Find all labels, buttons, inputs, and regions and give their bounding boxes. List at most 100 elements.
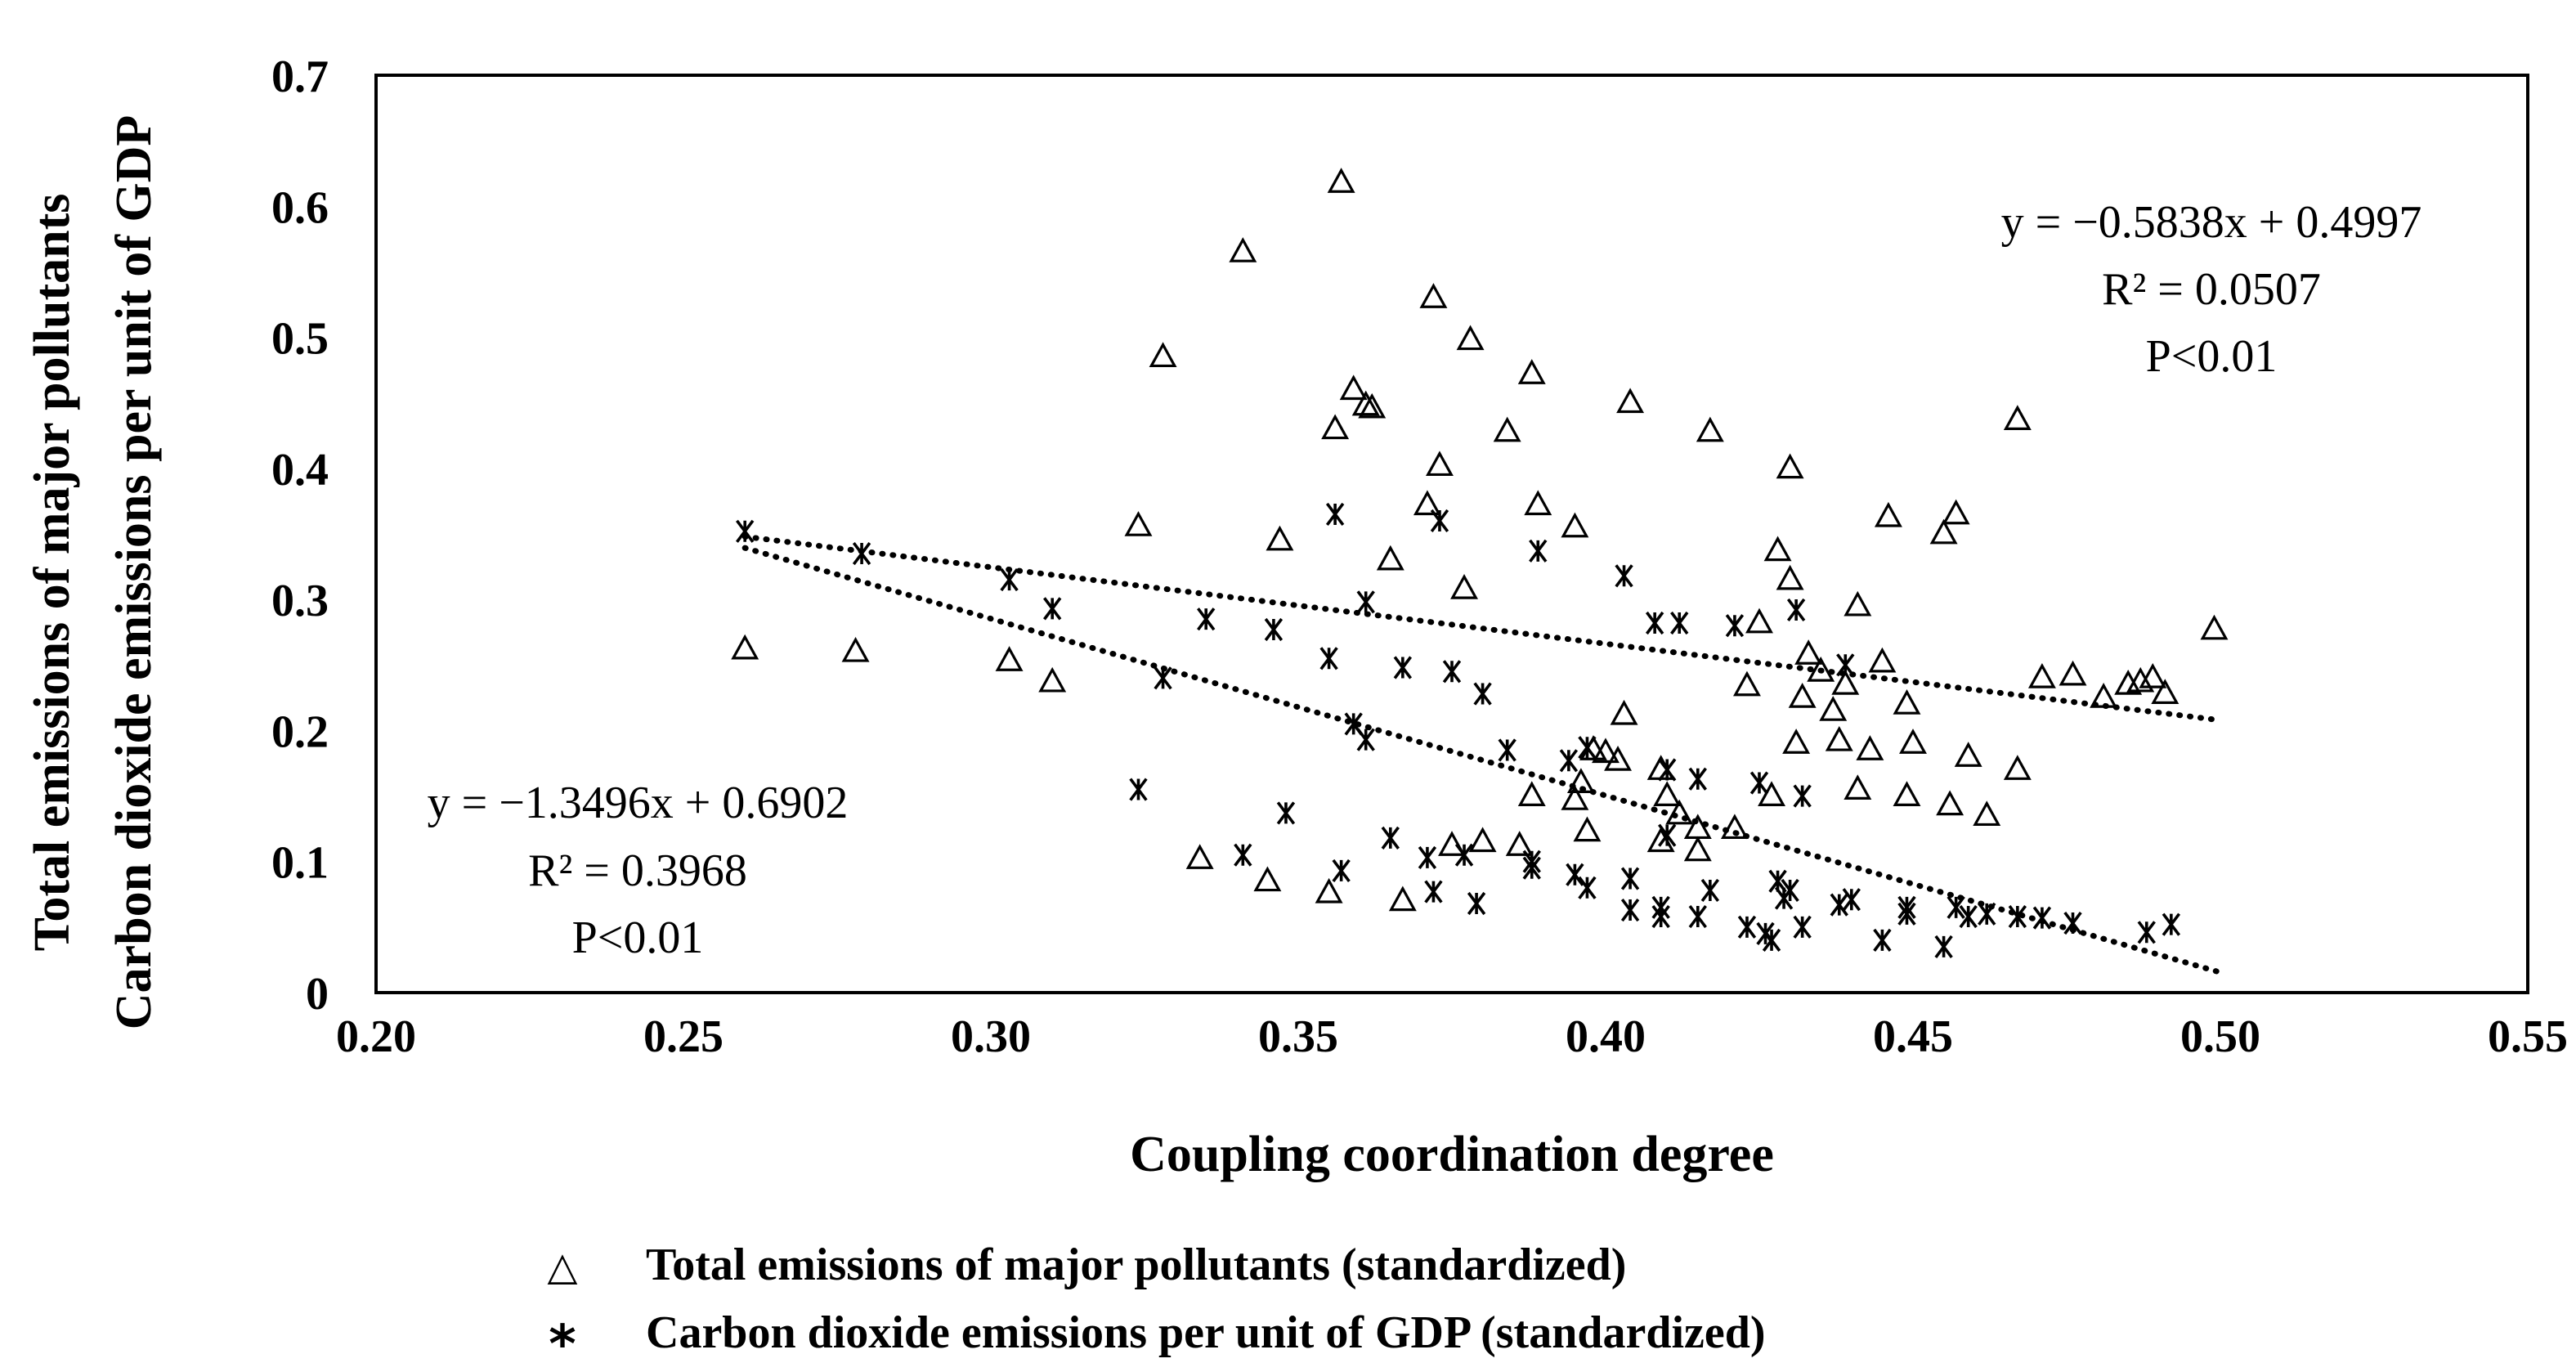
data-point-triangle [1868, 647, 1897, 673]
data-point-asterisk [1154, 666, 1172, 690]
data-point-asterisk [1578, 736, 1597, 760]
x-axis-ticks: 0.20 0.25 0.30 0.35 0.40 0.45 0.50 0.55 [336, 1011, 2568, 1062]
data-point-triangle [1376, 545, 1404, 571]
data-point-triangle [1782, 729, 1811, 754]
data-point-triangle [1185, 844, 1214, 869]
data-point-asterisk [1842, 888, 1861, 912]
data-point-triangle [1413, 490, 1441, 516]
data-point-triangle [1763, 536, 1792, 562]
data-point-asterisk [1000, 568, 1019, 592]
data-point-asterisk [1522, 850, 1541, 873]
data-point-asterisk [1129, 778, 1148, 801]
y-tick-label: 0.6 [271, 182, 329, 233]
y-axis-title-line-1: Total emissions of major pollutants [25, 194, 80, 952]
y-axis-ticks: 0 0.1 0.2 0.3 0.4 0.5 0.6 0.7 [271, 52, 329, 1020]
data-point-triangle [1450, 574, 1479, 599]
data-point-triangle [1524, 490, 1552, 516]
data-point-asterisk [1786, 598, 1806, 622]
data-point-asterisk [1793, 784, 1812, 808]
x-axis-title: Coupling coordination degree [1130, 1127, 1774, 1182]
data-point-asterisk [2162, 912, 2181, 936]
data-point-asterisk [1498, 738, 1516, 762]
data-point-asterisk [1737, 915, 1757, 939]
data-point-triangle [2139, 663, 2167, 688]
data-point-triangle [2126, 666, 2155, 693]
data-point-asterisk [1651, 895, 1670, 919]
data-point-asterisk [1234, 843, 1252, 867]
data-point-triangle [1419, 283, 1448, 308]
legend: △ Total emissions of major pollutants (s… [548, 1240, 1766, 1361]
series-triangle-points [731, 168, 2229, 912]
data-point-asterisk [1830, 893, 1848, 917]
data-point-triangle [1616, 388, 1645, 414]
data-point-asterisk [1430, 509, 1449, 533]
data-point-triangle [1683, 836, 1712, 862]
data-point-triangle [1893, 781, 1921, 806]
data-point-triangle [1844, 590, 1872, 616]
data-point-triangle [1229, 237, 1257, 262]
data-point-triangle [1856, 735, 1884, 760]
data-point-triangle [1468, 827, 1497, 853]
data-point-asterisk [1043, 597, 1062, 621]
data-point-triangle [841, 636, 870, 662]
data-point-asterisk [1566, 863, 1584, 886]
x-tick-label: 0.45 [1873, 1011, 1953, 1062]
data-point-triangle [1696, 416, 1724, 442]
data-point-triangle [1038, 666, 1067, 693]
data-point-asterisk [1356, 728, 1375, 751]
data-point-triangle [1505, 831, 1534, 856]
data-point-triangle [2090, 683, 2118, 708]
data-point-asterisk [1332, 859, 1351, 883]
data-point-triangle [1973, 800, 2001, 827]
data-point-triangle [2059, 660, 2087, 686]
data-point-triangle [2200, 614, 2229, 640]
x-tick-label: 0.40 [1566, 1011, 1646, 1062]
data-point-asterisk [1978, 902, 1996, 926]
data-point-triangle [1610, 699, 1638, 725]
data-point-asterisk [1645, 611, 1664, 635]
data-point-asterisk [2063, 911, 2082, 935]
data-point-triangle [1720, 814, 1749, 840]
data-point-triangle [1339, 374, 1368, 401]
trendline-1 [741, 533, 2224, 724]
data-point-triangle [731, 634, 759, 660]
x-tick-label: 0.50 [2180, 1011, 2260, 1062]
data-point-triangle [1831, 670, 1860, 695]
data-point-triangle [1954, 742, 1982, 767]
data-point-asterisk [1529, 539, 1548, 563]
data-point-triangle [1788, 683, 1817, 708]
trendline-2-equation: y = −1.3496x + 0.6902 [428, 778, 849, 828]
data-point-asterisk [852, 541, 871, 566]
y-tick-label: 0.3 [271, 576, 329, 626]
data-point-triangle [1124, 511, 1153, 536]
series-asterisk-points [736, 502, 2181, 958]
data-point-asterisk [1467, 891, 1486, 916]
data-point-asterisk [1393, 656, 1413, 679]
data-point-asterisk [1381, 826, 1400, 850]
data-point-asterisk [1688, 904, 1707, 929]
data-point-asterisk [1424, 880, 1443, 903]
data-point-asterisk [1658, 823, 1677, 847]
data-point-triangle [2027, 663, 2056, 688]
data-point-asterisk [1276, 801, 1296, 825]
trendline-2-r2: R² = 0.3968 [528, 845, 747, 896]
data-point-triangle [1776, 453, 1804, 479]
data-point-triangle [1825, 725, 1853, 751]
data-point-asterisk [1934, 935, 1953, 958]
data-point-triangle [1266, 525, 1294, 551]
data-point-asterisk [1947, 895, 1965, 919]
data-point-asterisk [736, 519, 755, 543]
y-tick-label: 0.7 [271, 52, 329, 102]
data-point-asterisk [1873, 928, 1892, 952]
legend-label-carbon: Carbon dioxide emissions per unit of GDP… [646, 1307, 1766, 1358]
data-point-asterisk [1749, 771, 1769, 795]
data-point-triangle [2003, 405, 2032, 430]
data-point-asterisk [1325, 502, 1345, 527]
data-point-triangle [1807, 656, 1835, 682]
data-point-asterisk [2032, 906, 2052, 930]
data-point-triangle [1819, 696, 1848, 721]
data-point-asterisk [1264, 617, 1284, 642]
data-point-asterisk [1615, 564, 1633, 588]
data-point-triangle [1745, 608, 1773, 634]
